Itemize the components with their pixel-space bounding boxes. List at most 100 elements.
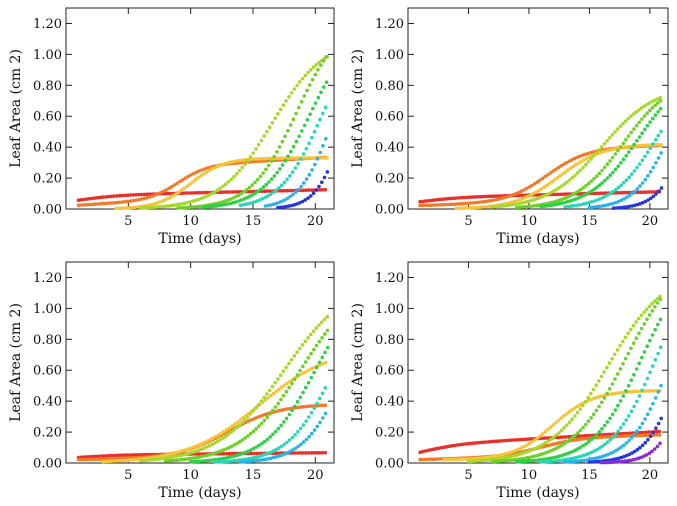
data-point bbox=[578, 428, 583, 433]
data-point bbox=[519, 193, 523, 198]
data-point bbox=[117, 453, 122, 458]
data-point bbox=[629, 346, 633, 351]
data-point bbox=[160, 199, 165, 203]
data-point bbox=[236, 420, 240, 424]
data-point bbox=[636, 316, 641, 321]
data-point bbox=[506, 438, 510, 443]
data-point bbox=[144, 205, 149, 210]
data-point bbox=[610, 412, 615, 417]
data-point bbox=[592, 449, 596, 453]
data-point bbox=[567, 420, 572, 425]
data-point bbox=[634, 320, 638, 324]
data-point bbox=[471, 195, 476, 199]
data-point bbox=[558, 174, 562, 178]
data-point bbox=[277, 145, 282, 149]
data-point bbox=[517, 452, 521, 457]
data-point bbox=[571, 204, 575, 208]
data-point bbox=[455, 443, 460, 447]
data-point bbox=[116, 206, 121, 211]
data-point bbox=[145, 196, 149, 200]
data-point bbox=[289, 156, 294, 160]
data-point bbox=[638, 184, 642, 188]
data-point bbox=[581, 186, 586, 190]
data-point bbox=[247, 194, 252, 199]
data-point bbox=[136, 205, 140, 209]
data-point bbox=[565, 199, 570, 204]
data-point bbox=[148, 195, 152, 199]
data-point bbox=[226, 432, 231, 437]
data-point bbox=[325, 328, 330, 333]
data-point bbox=[516, 193, 521, 198]
data-point bbox=[501, 459, 506, 463]
data-point bbox=[115, 459, 119, 463]
data-point bbox=[199, 196, 203, 201]
data-point bbox=[298, 346, 302, 351]
data-point bbox=[208, 458, 212, 463]
data-point bbox=[303, 73, 308, 78]
data-point bbox=[104, 201, 108, 206]
data-point bbox=[180, 178, 185, 182]
data-point bbox=[222, 451, 226, 456]
data-point bbox=[109, 194, 114, 199]
data-point bbox=[559, 416, 564, 420]
data-point bbox=[282, 198, 287, 202]
data-point bbox=[256, 189, 260, 194]
data-point bbox=[613, 352, 617, 357]
y-tick-label: 0.40 bbox=[33, 395, 62, 410]
data-point bbox=[557, 445, 561, 449]
data-point bbox=[281, 205, 286, 209]
data-point bbox=[299, 184, 303, 189]
data-point bbox=[579, 458, 583, 463]
data-point bbox=[543, 174, 547, 179]
data-point bbox=[509, 454, 513, 459]
data-point bbox=[252, 416, 256, 421]
data-point bbox=[548, 171, 553, 175]
data-point bbox=[300, 129, 304, 133]
data-point bbox=[189, 446, 193, 450]
data-point bbox=[570, 175, 575, 180]
data-point bbox=[629, 172, 634, 176]
data-point bbox=[560, 184, 564, 188]
data-point bbox=[279, 397, 283, 402]
data-point bbox=[656, 322, 660, 327]
data-point bbox=[583, 399, 588, 404]
data-point bbox=[256, 402, 261, 407]
data-point bbox=[645, 376, 650, 381]
data-point bbox=[557, 454, 562, 459]
data-point bbox=[589, 416, 593, 420]
data-point bbox=[202, 459, 207, 463]
data-point bbox=[525, 459, 530, 463]
data-point bbox=[312, 406, 317, 411]
data-point bbox=[434, 203, 438, 207]
data-point bbox=[278, 373, 283, 378]
data-point bbox=[319, 90, 323, 95]
data-point bbox=[597, 183, 602, 187]
data-point bbox=[194, 170, 199, 174]
data-point bbox=[570, 435, 575, 440]
data-point bbox=[483, 205, 488, 209]
data-point bbox=[323, 350, 327, 355]
data-point bbox=[265, 437, 270, 442]
data-point bbox=[191, 191, 196, 195]
data-point bbox=[303, 360, 308, 364]
data-point bbox=[309, 68, 313, 72]
data-point bbox=[421, 199, 425, 204]
data-point bbox=[570, 408, 574, 412]
data-point bbox=[114, 206, 118, 211]
data-point bbox=[648, 170, 653, 174]
data-point bbox=[603, 442, 607, 447]
data-point bbox=[311, 106, 315, 111]
data-point bbox=[166, 455, 170, 460]
data-point bbox=[200, 168, 204, 172]
data-point bbox=[632, 127, 636, 131]
data-point bbox=[265, 415, 270, 420]
data-point bbox=[270, 408, 275, 413]
data-point bbox=[659, 151, 663, 155]
data-point bbox=[281, 156, 285, 160]
data-point bbox=[263, 452, 267, 457]
data-point bbox=[131, 198, 136, 203]
data-point bbox=[602, 460, 606, 465]
data-point bbox=[591, 150, 595, 154]
data-point bbox=[273, 116, 278, 121]
data-point bbox=[257, 451, 262, 456]
